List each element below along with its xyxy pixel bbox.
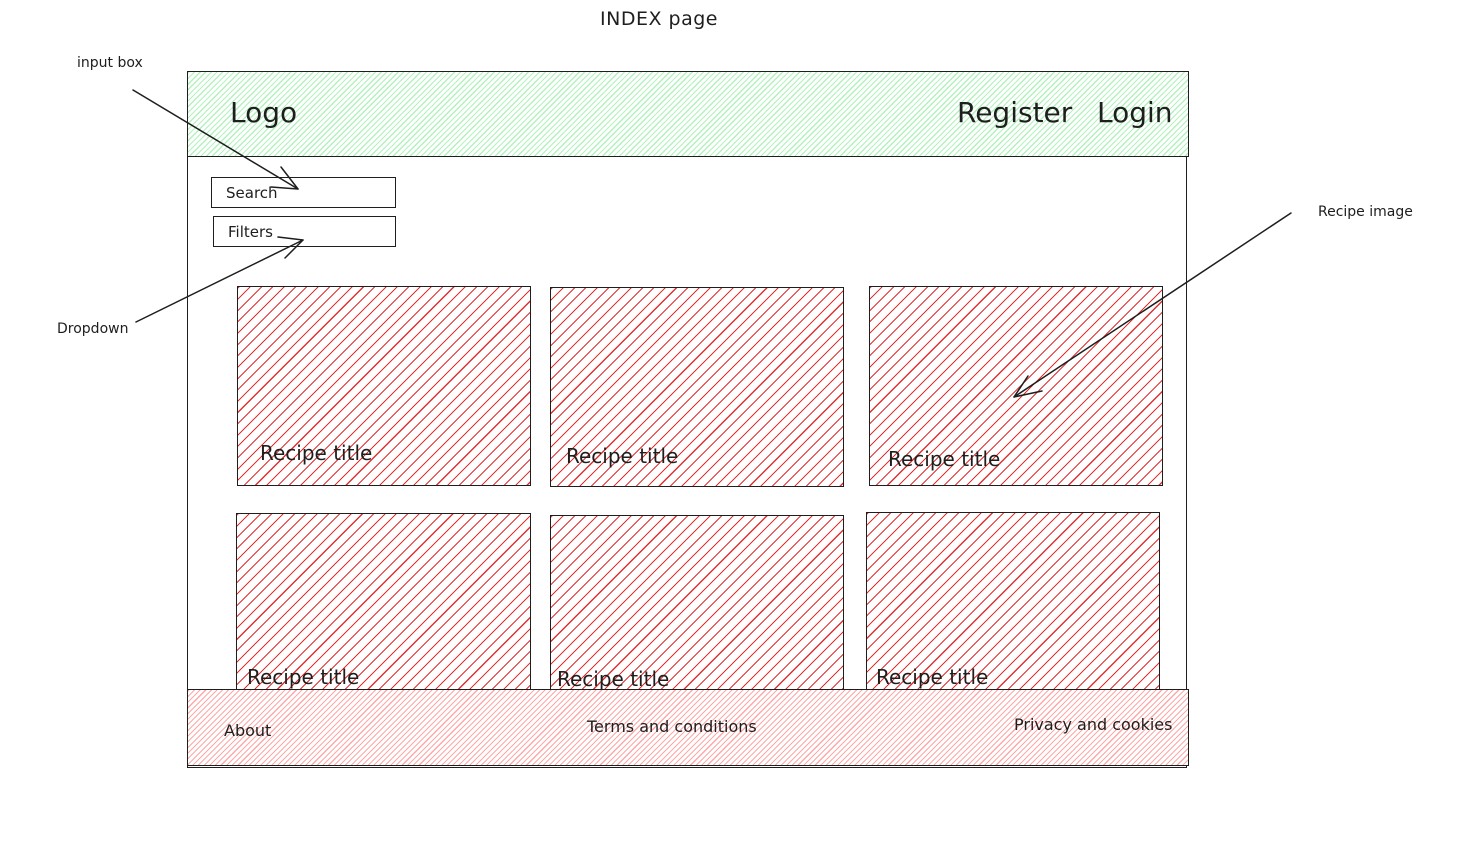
annotation-input-box: input box: [77, 55, 143, 71]
footer-about-link[interactable]: About: [224, 721, 272, 740]
recipe-card[interactable]: Recipe title: [237, 286, 531, 486]
recipe-title: Recipe title: [566, 444, 679, 468]
filters-dropdown[interactable]: Filters: [213, 216, 396, 247]
search-input-label: Search: [226, 184, 278, 202]
arrow-dropdown: [135, 236, 304, 323]
recipe-card[interactable]: Recipe title: [236, 513, 531, 691]
logo: Logo: [230, 96, 298, 129]
recipe-title: Recipe title: [557, 667, 670, 691]
annotation-recipe-image: Recipe image: [1318, 204, 1413, 220]
footer-terms-link[interactable]: Terms and conditions: [587, 717, 757, 736]
arrow-input-box: [132, 89, 299, 190]
register-link[interactable]: Register: [957, 96, 1073, 129]
login-link[interactable]: Login: [1097, 96, 1173, 129]
footer-bar: [187, 689, 1189, 766]
recipe-title: Recipe title: [247, 665, 360, 689]
page-title: INDEX page: [600, 8, 718, 30]
recipe-title: Recipe title: [888, 447, 1001, 471]
recipe-card[interactable]: Recipe title: [866, 512, 1160, 691]
arrow-recipe-image: [1013, 212, 1292, 398]
footer-privacy-link[interactable]: Privacy and cookies: [1014, 715, 1173, 734]
recipe-card[interactable]: Recipe title: [550, 515, 844, 691]
annotation-dropdown: Dropdown: [57, 321, 129, 337]
recipe-card[interactable]: Recipe title: [869, 286, 1163, 486]
recipe-title: Recipe title: [876, 665, 989, 689]
header-bar: [187, 71, 1189, 157]
recipe-card[interactable]: Recipe title: [550, 287, 844, 487]
search-input[interactable]: Search: [211, 177, 396, 208]
recipe-title: Recipe title: [260, 441, 373, 465]
filters-dropdown-label: Filters: [228, 223, 273, 241]
